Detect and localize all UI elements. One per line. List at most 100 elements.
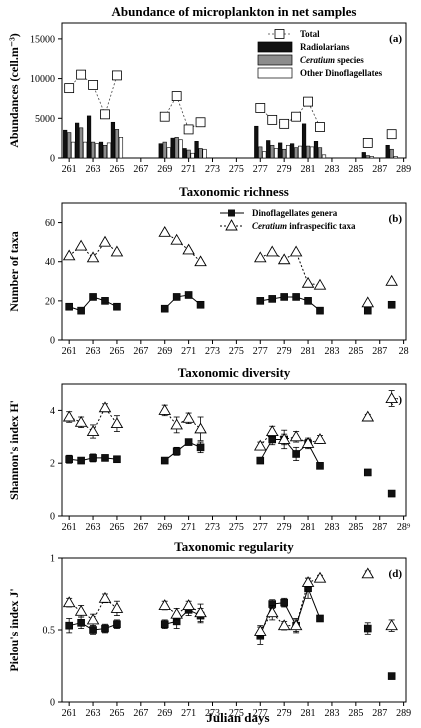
marker-square (113, 620, 121, 629)
marker-square (387, 300, 396, 309)
plot-frame (61, 383, 407, 517)
marker-triangle (361, 567, 375, 579)
marker-triangle (265, 425, 279, 436)
legend-label: Dinoflagellates genera (252, 208, 338, 218)
marker-square (387, 489, 396, 498)
bar-other-dinoflagellates (393, 156, 398, 159)
bar-ceratium-species (186, 149, 191, 159)
marker-square (113, 302, 121, 311)
marker-square (280, 293, 288, 301)
bar-ceratium-species (389, 148, 394, 159)
marker-triangle (170, 233, 183, 245)
x-ticks: 261 263 265 267 269 271 273 275 277 279 281 283 285 2… (62, 516, 411, 533)
panel-title: Taxonomic richness (179, 184, 289, 199)
x-tick-label: 285 (348, 164, 363, 175)
bar-ceratium-species (162, 141, 167, 159)
marker-triangle (289, 430, 303, 442)
marker-triangle (110, 417, 124, 429)
y-axis-label: Number of taxa (7, 231, 21, 311)
marker-triangle (98, 401, 112, 413)
y-tick-label: 2 (50, 459, 55, 470)
marker-square (256, 456, 265, 465)
x-tick-label: 267 (133, 346, 148, 357)
x-tick-label: 271 (181, 522, 196, 533)
marker-triangle (313, 278, 327, 290)
marker-square (172, 293, 181, 301)
plot-frame (61, 202, 407, 341)
marker-square (65, 455, 73, 464)
marker-triangle (194, 422, 207, 434)
marker-square (196, 300, 205, 309)
bar-ceratium-species (317, 147, 323, 159)
x-tick-label: 265 (109, 708, 124, 719)
x-tick-label: 287 (372, 522, 387, 533)
bar-other-dinoflagellates (369, 156, 374, 159)
bar-ceratium-species (258, 146, 263, 159)
bar-radiolarians (182, 148, 187, 159)
series-line (259, 586, 321, 636)
marker-square (89, 293, 97, 301)
total-line (164, 95, 201, 131)
total-marker (315, 122, 325, 132)
bar-other-dinoflagellates (71, 141, 76, 159)
x-tick-label: 283 (324, 708, 339, 719)
marker-triangle (98, 591, 112, 603)
marker-square (316, 462, 324, 470)
x-tick-label: 269 (157, 164, 172, 175)
x-tick-label: 275 (229, 522, 244, 533)
plot-frame (61, 22, 407, 159)
x-tick-label: 273 (205, 346, 220, 357)
bar-ceratium-species (90, 141, 96, 159)
series-line (164, 604, 201, 615)
marker-triangle (86, 425, 100, 436)
panel-1: Abundance of microplankton in net sample… (7, 4, 411, 175)
bar-ceratium-species (282, 148, 287, 159)
panel-label: (d) (389, 568, 403, 580)
marker-triangle (265, 606, 279, 618)
marker-square (316, 614, 324, 623)
bar-radiolarians (110, 121, 116, 159)
marker-triangle (158, 599, 172, 610)
marker-square (89, 626, 97, 634)
x-tick-label: 277 (253, 164, 268, 175)
marker-square (196, 443, 205, 452)
x-tick-label: 279 (277, 522, 292, 533)
marker-triangle (277, 433, 291, 444)
x-tick-label: 261 (62, 708, 77, 719)
marker-triangle (98, 235, 112, 247)
x-tick-label: 275 (229, 164, 244, 175)
y-ticks: 0 20 40 60 (45, 218, 62, 347)
bar-other-dinoflagellates (298, 145, 303, 159)
y-tick-label: 0 (50, 512, 55, 523)
marker-triangle (110, 245, 124, 257)
panel-label: (b) (389, 213, 403, 225)
marker-square (256, 297, 265, 305)
x-tick-label: 267 (133, 164, 148, 175)
marker-square (77, 456, 85, 465)
x-tick-label: 265 (109, 164, 124, 175)
y-axis-label: Abundances (cell.m⁻³) (7, 33, 21, 148)
y-tick-label: 0 (50, 154, 55, 165)
marker-triangle (158, 404, 172, 415)
x-tick-label: 271 (181, 346, 196, 357)
y-tick-label: 1 (50, 554, 55, 565)
marker-triangle (301, 276, 315, 288)
x-tick-label: 283 (324, 522, 339, 533)
total-marker (159, 111, 170, 122)
panel-title: Abundance of microplankton in net sample… (112, 4, 357, 19)
x-ticks: 261 263 265 267 269 271 273 275 277 279 281 283 285 2… (62, 702, 411, 719)
total-marker (362, 138, 373, 148)
x-tick-label: 277 (253, 708, 268, 719)
legend-label: Ceratium infraspecific taxa (252, 221, 356, 231)
x-tick-label: 269 (157, 346, 172, 357)
panel-title: Taxonomic regularity (174, 539, 294, 554)
bar-ceratium-species (198, 148, 203, 159)
marker-square (363, 306, 372, 315)
series-line (260, 251, 321, 286)
total-marker (267, 114, 278, 125)
x-ticks: 261 263 265 267 269 271 273 275 277 279 281 283 285 2… (62, 158, 411, 175)
bar-ceratium-species (102, 144, 108, 159)
marker-triangle (301, 437, 315, 448)
bar-other-dinoflagellates (190, 152, 195, 159)
